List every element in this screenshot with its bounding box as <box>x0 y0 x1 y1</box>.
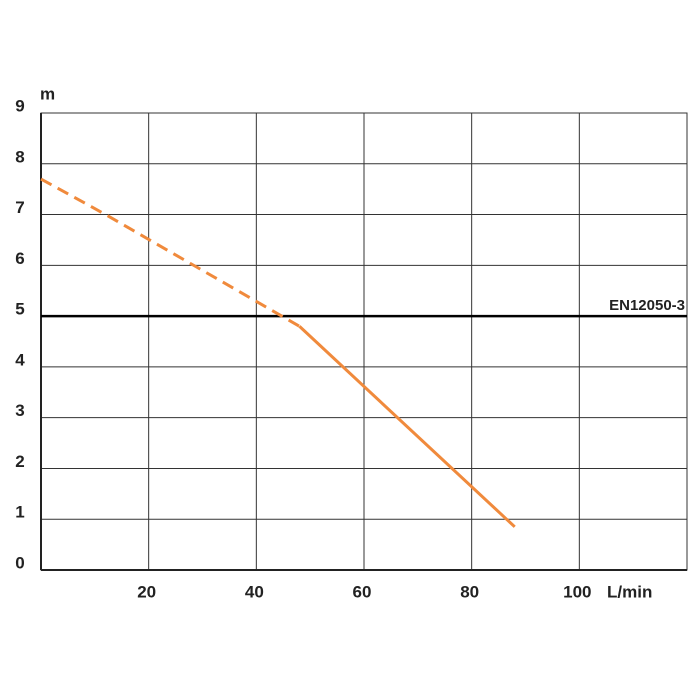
curve <box>298 325 516 528</box>
x-tick-label: 40 <box>245 582 264 601</box>
y-tick-label: 8 <box>15 147 24 166</box>
y-tick-label: 3 <box>15 401 24 420</box>
y-tick-label: 0 <box>15 553 24 572</box>
y-tick-label: 9 <box>15 96 24 115</box>
y-tick-label: 4 <box>15 350 25 369</box>
x-tick-label: 100 <box>563 582 591 601</box>
curve <box>40 177 301 328</box>
y-axis-label: m <box>40 84 55 103</box>
y-tick-label: 2 <box>15 452 24 471</box>
x-tick-label: 80 <box>460 582 479 601</box>
y-tick-label: 1 <box>15 503 24 522</box>
y-tick-label: 6 <box>15 249 24 268</box>
x-tick-label: 20 <box>137 582 156 601</box>
y-tick-label: 5 <box>15 300 24 319</box>
x-tick-label: 60 <box>353 582 372 601</box>
y-tick-label: 7 <box>15 198 24 217</box>
reference-label: EN12050-3 <box>609 297 685 314</box>
x-axis-label: L/min <box>607 582 652 601</box>
